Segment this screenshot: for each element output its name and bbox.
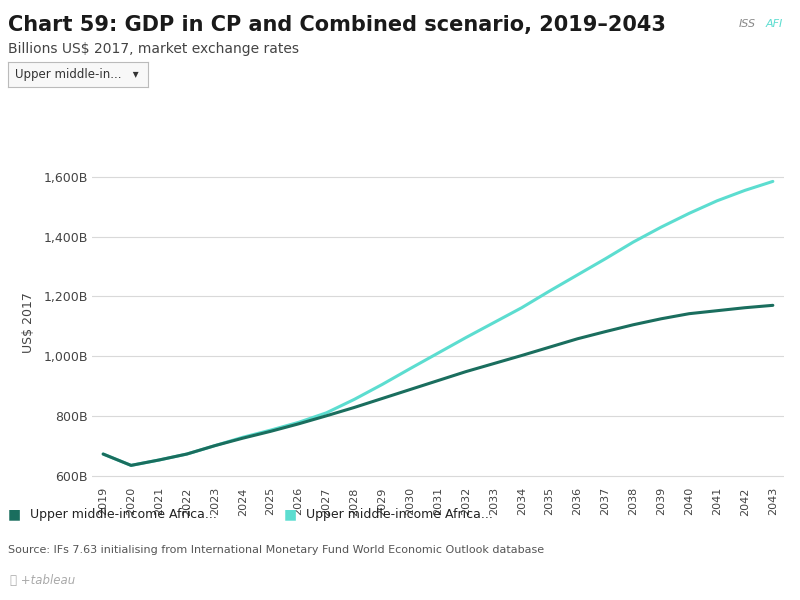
Text: ⧉ +tableau: ⧉ +tableau — [10, 574, 76, 587]
Text: Billions US$ 2017, market exchange rates: Billions US$ 2017, market exchange rates — [8, 42, 299, 56]
Text: ■: ■ — [8, 507, 21, 521]
Y-axis label: US$ 2017: US$ 2017 — [22, 292, 35, 353]
Text: Upper middle-income Africa...: Upper middle-income Africa... — [30, 508, 218, 521]
Text: AFI: AFI — [765, 19, 782, 29]
Text: Upper middle-in...   ▾: Upper middle-in... ▾ — [15, 68, 138, 81]
Text: ■: ■ — [284, 507, 297, 521]
Text: ISS: ISS — [739, 19, 756, 29]
Text: Source: IFs 7.63 initialising from International Monetary Fund World Economic Ou: Source: IFs 7.63 initialising from Inter… — [8, 545, 544, 555]
Text: Chart 59: GDP in CP and Combined scenario, 2019–2043: Chart 59: GDP in CP and Combined scenari… — [8, 15, 666, 35]
Text: Upper middle-income Africa...: Upper middle-income Africa... — [306, 508, 494, 521]
